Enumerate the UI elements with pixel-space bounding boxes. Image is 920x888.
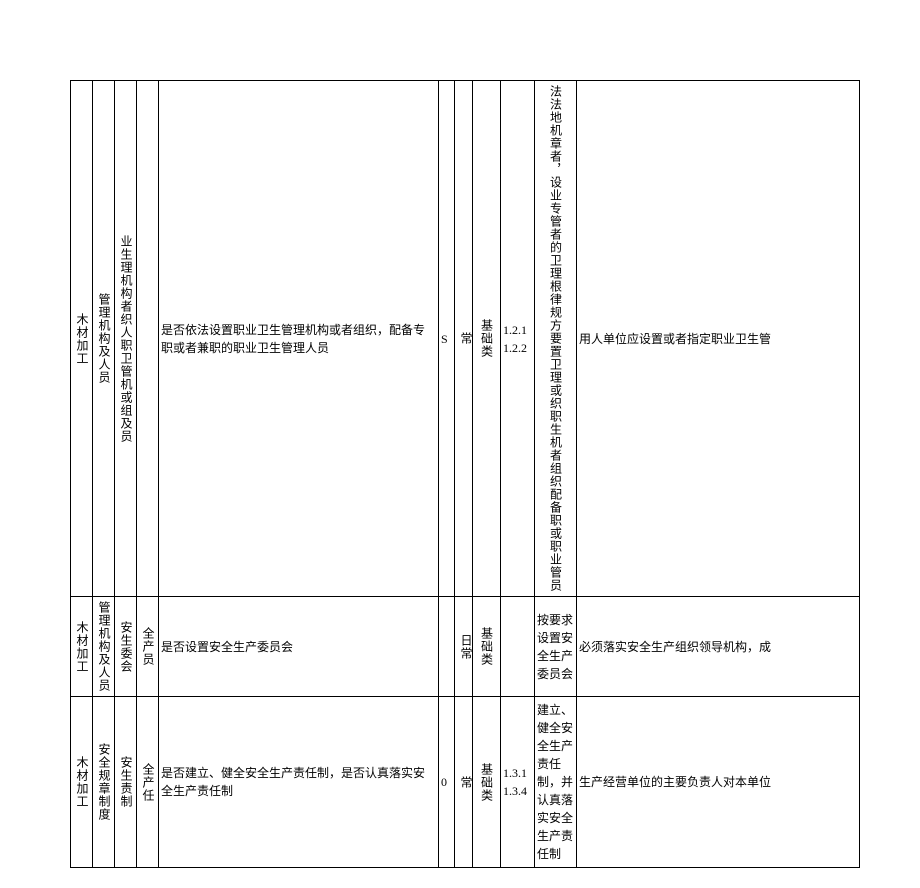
cell-description: 是否设置安全生产委员会 bbox=[159, 597, 439, 697]
page-wrapper: 木材加工 管理机构及人员 业生理机构者织人职卫管机或组及员 是否依法设置职业卫生… bbox=[0, 0, 920, 888]
cell-description: 是否依法设置职业卫生管理机构或者组织，配备专职或者兼职的职业卫生管理人员 bbox=[159, 81, 439, 597]
cell-item2: 全产员 bbox=[137, 597, 159, 697]
cell-requirement: 按要求设置安全生产委员会 bbox=[535, 597, 577, 697]
cell-note: 必须落实安全生产组织领导机构，成 bbox=[577, 597, 860, 697]
cell-index bbox=[501, 597, 535, 697]
cell-requirement: 建立、健全安全生产责任制，并认真落实安全生产责任制 bbox=[535, 697, 577, 868]
cell-item2: 全产任 bbox=[137, 697, 159, 868]
cell-group: 安全规章制度 bbox=[93, 697, 115, 868]
cell-type: 基础类 bbox=[473, 697, 501, 868]
table-row: 木材加工 管理机构及人员 安生委会 全产员 是否设置安全生产委员会 日常 基础类… bbox=[71, 597, 860, 697]
table-row: 木材加工 管理机构及人员 业生理机构者织人职卫管机或组及员 是否依法设置职业卫生… bbox=[71, 81, 860, 597]
cell-freq: 日常 bbox=[455, 597, 473, 697]
cell-type: 基础类 bbox=[473, 597, 501, 697]
cell-category: 木材加工 bbox=[71, 597, 93, 697]
cell-item1: 业生理机构者织人职卫管机或组及员 bbox=[115, 81, 137, 597]
cell-note: 用人单位应设置或者指定职业卫生管 bbox=[577, 81, 860, 597]
cell-group: 管理机构及人员 bbox=[93, 81, 115, 597]
cell-category: 木材加工 bbox=[71, 697, 93, 868]
cell-group: 管理机构及人员 bbox=[93, 597, 115, 697]
cell-freq: 常 bbox=[455, 81, 473, 597]
cell-description: 是否建立、健全安全生产责任制，是否认真落实安全生产责任制 bbox=[159, 697, 439, 868]
cell-freq: 常 bbox=[455, 697, 473, 868]
cell-mark bbox=[439, 597, 455, 697]
regulation-table: 木材加工 管理机构及人员 业生理机构者织人职卫管机或组及员 是否依法设置职业卫生… bbox=[70, 80, 860, 868]
cell-item1: 安生责制 bbox=[115, 697, 137, 868]
cell-item1: 安生委会 bbox=[115, 597, 137, 697]
cell-note: 生产经营单位的主要负责人对本单位 bbox=[577, 697, 860, 868]
table-row: 木材加工 安全规章制度 安生责制 全产任 是否建立、健全安全生产责任制，是否认真… bbox=[71, 697, 860, 868]
cell-index: 1.2.1 1.2.2 bbox=[501, 81, 535, 597]
cell-item2 bbox=[137, 81, 159, 597]
cell-mark: 0 bbox=[439, 697, 455, 868]
cell-requirement: 法法地机章者，设业专管者的卫理根律规方要置卫理或织职生机者组织配备职或职业管员 bbox=[535, 81, 577, 597]
cell-index: 1.3.1 1.3.4 bbox=[501, 697, 535, 868]
cell-type: 基础类 bbox=[473, 81, 501, 597]
cell-mark: S bbox=[439, 81, 455, 597]
cell-category: 木材加工 bbox=[71, 81, 93, 597]
